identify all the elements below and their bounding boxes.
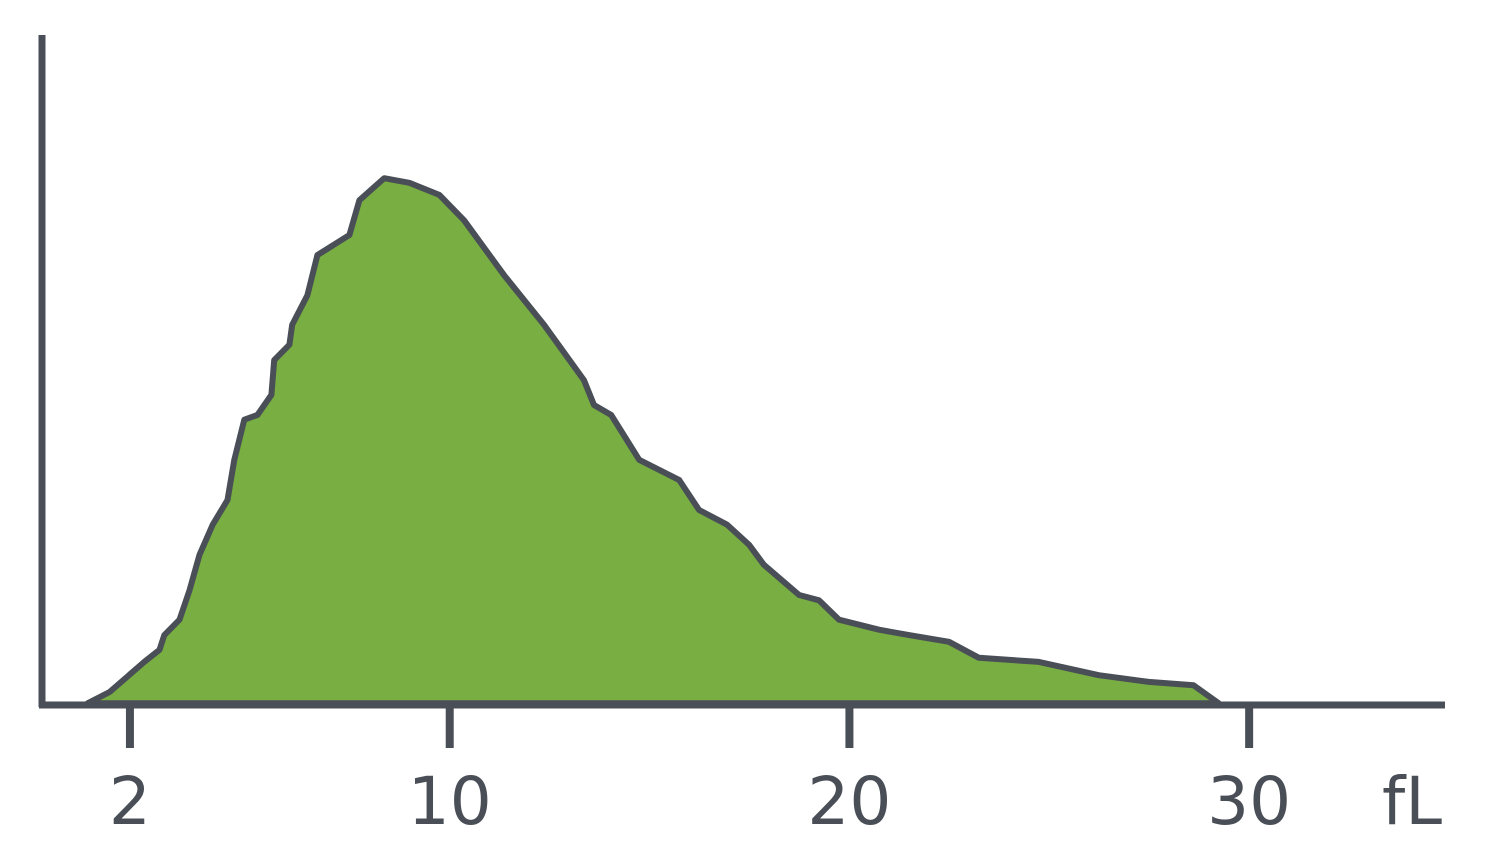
x-axis-label: fL xyxy=(1382,763,1442,840)
area xyxy=(84,175,1222,707)
x-tick-label: 20 xyxy=(807,763,891,840)
x-tick-label: 2 xyxy=(109,763,151,840)
x-tick-label: 30 xyxy=(1207,763,1291,840)
x-tick-label: 10 xyxy=(408,763,492,840)
